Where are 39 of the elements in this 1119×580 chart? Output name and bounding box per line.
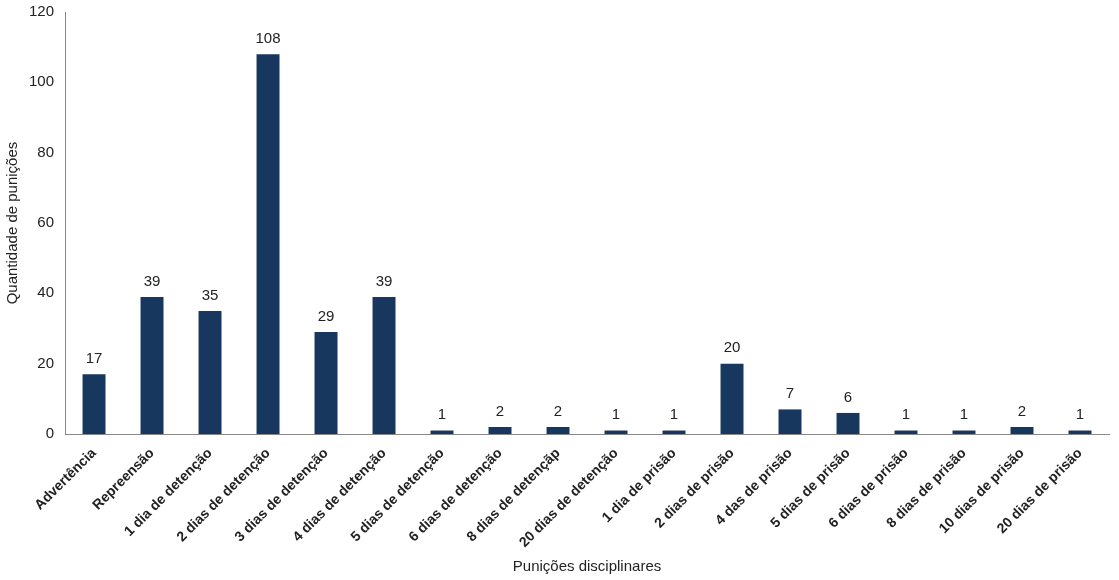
data-label: 1 bbox=[1075, 405, 1085, 423]
data-label: 20 bbox=[723, 338, 741, 356]
y-tick-label: 40 bbox=[37, 283, 55, 301]
data-label: 1 bbox=[611, 405, 621, 423]
bar bbox=[1010, 427, 1034, 435]
y-tick-label: 100 bbox=[29, 72, 55, 90]
data-label: 1 bbox=[437, 405, 447, 423]
bar bbox=[778, 409, 802, 435]
y-tick-label: 80 bbox=[37, 142, 55, 160]
bar bbox=[488, 427, 512, 435]
bar bbox=[372, 296, 396, 435]
y-tick-label: 60 bbox=[37, 213, 55, 231]
data-label: 7 bbox=[785, 384, 795, 402]
y-tick-label: 120 bbox=[29, 2, 55, 20]
bar bbox=[720, 363, 744, 435]
bar bbox=[314, 332, 338, 435]
y-tick-label: 20 bbox=[37, 353, 55, 371]
data-label: 35 bbox=[201, 285, 219, 303]
bar bbox=[140, 296, 164, 435]
x-axis-title: Punições disciplinares bbox=[512, 557, 662, 575]
bar bbox=[256, 54, 280, 435]
bar bbox=[836, 412, 860, 435]
data-label: 1 bbox=[669, 405, 679, 423]
y-axis-title: Quantidade de punições bbox=[3, 141, 21, 305]
bar bbox=[82, 374, 106, 435]
data-label: 29 bbox=[317, 306, 335, 324]
data-label: 1 bbox=[901, 405, 911, 423]
data-label: 39 bbox=[375, 271, 393, 289]
data-label: 17 bbox=[85, 348, 103, 366]
data-label: 2 bbox=[1017, 401, 1027, 419]
y-tick-label: 0 bbox=[45, 424, 55, 442]
data-label: 2 bbox=[495, 401, 505, 419]
data-label: 108 bbox=[255, 28, 281, 46]
data-label: 39 bbox=[143, 271, 161, 289]
data-label: 2 bbox=[553, 401, 563, 419]
data-label: 1 bbox=[959, 405, 969, 423]
bar bbox=[546, 427, 570, 435]
data-label: 6 bbox=[843, 387, 853, 405]
bar bbox=[198, 310, 222, 435]
